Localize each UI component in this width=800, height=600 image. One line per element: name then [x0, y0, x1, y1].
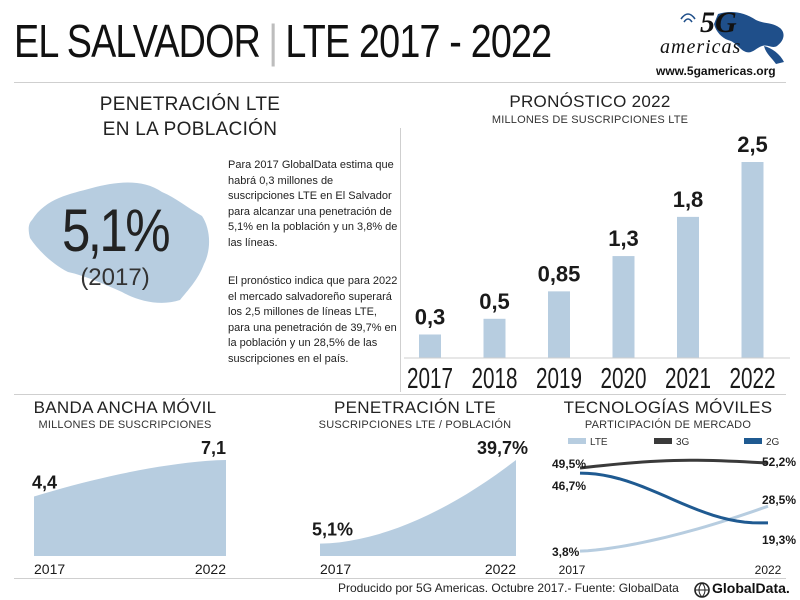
bar-2018	[483, 318, 506, 358]
forecast-title: PRONÓSTICO 2022	[509, 92, 671, 111]
broadband-end-label: 7,1	[201, 438, 226, 458]
series-line-LTE	[579, 504, 769, 553]
broadband-title: BANDA ANCHA MÓVIL	[33, 398, 217, 417]
lte-penetration-area-chart: 5,1% 39,7% 2017 2022	[312, 438, 528, 577]
paragraph-1: Para 2017 GlobalData estima que habrá 0,…	[228, 159, 398, 249]
series-line-2G	[579, 471, 768, 525]
broadband-subtitle: MILLONES DE SUSCRIPCIONES	[38, 419, 212, 431]
bar-label-2018: 0,5	[479, 289, 510, 314]
bar-2022	[741, 162, 764, 358]
globaldata-logo-icon	[694, 582, 710, 598]
x-tick-2022: 2022	[730, 363, 776, 394]
legend-label-2G: 2G	[766, 437, 780, 448]
americas-map-icon	[680, 12, 784, 64]
legend-label-3G: 3G	[676, 437, 690, 448]
x-tick-2019: 2019	[536, 363, 582, 394]
bar-label-2017: 0,3	[415, 304, 446, 329]
panel-divider-vertical	[400, 128, 401, 392]
penetration-title: PENETRACIÓN LTE EN LA POBLACIÓN	[60, 92, 320, 142]
legend-swatch-3G	[654, 438, 672, 444]
bar-2019	[548, 291, 570, 358]
logo-word: americas	[660, 36, 742, 58]
lte-penetration-x-start: 2017	[320, 561, 351, 577]
broadband-area	[34, 460, 226, 556]
penetration-title-line1: PENETRACIÓN LTE	[99, 94, 281, 115]
label-2G-start: 46,7%	[552, 479, 586, 493]
bar-label-2022: 2,5	[737, 132, 768, 157]
bar-2017	[419, 334, 441, 358]
lte-penetration-area	[320, 460, 516, 556]
x-tick-2020: 2020	[601, 363, 647, 394]
country-title: EL SALVADOR	[14, 15, 261, 67]
line-x-end: 2022	[755, 563, 782, 577]
broadband-x-end: 2022	[195, 561, 226, 577]
bar-label-2020: 1,3	[608, 226, 639, 251]
legend-label-LTE: LTE	[590, 437, 608, 448]
broadband-x-start: 2017	[34, 561, 65, 577]
label-3G-start: 49,5%	[552, 457, 586, 471]
series-line-3G	[579, 458, 769, 470]
bar-2021	[677, 216, 699, 358]
forecast-bar-chart: 0,3 2017 0,5 2018 0,85 2019 1,3 2020 1,8 2021 2,5 2…	[404, 132, 790, 394]
tech-title: TECNOLOGÍAS MÓVILES	[563, 398, 773, 417]
label-LTE-end: 28,5%	[762, 493, 796, 507]
section-divider	[14, 394, 786, 395]
header-divider	[14, 82, 786, 83]
footer-brand: GlobalData.	[712, 580, 790, 596]
footer-divider	[14, 578, 786, 579]
label-2G-end: 19,3%	[762, 533, 796, 547]
tech-line-chart: LTE 3G 2G 49,5% 52,2% 46,7% 19,3% 3,8% 28,5% 2017…	[552, 437, 796, 577]
broadband-start-label: 4,4	[32, 473, 57, 493]
lte-penetration-start-label: 5,1%	[312, 520, 353, 540]
footer-credit: Producido por 5G Americas. Octubre 2017.…	[338, 581, 679, 595]
bar-label-2019: 0,85	[538, 261, 581, 286]
legend-swatch-LTE	[568, 438, 586, 444]
penetration-title-line2: EN LA POBLACIÓN	[102, 119, 278, 140]
subtitle-title: LTE 2017 - 2022	[285, 15, 552, 67]
title-separator: |	[268, 15, 278, 67]
forecast-subtitle: MILLONES DE SUSCRIPCIONES LTE	[491, 114, 689, 126]
bar-label-2021: 1,8	[673, 187, 704, 212]
label-LTE-start: 3,8%	[552, 545, 580, 559]
legend-swatch-2G	[744, 438, 762, 444]
x-tick-2018: 2018	[472, 363, 518, 394]
broadband-area-chart: 4,4 7,1 2017 2022	[32, 438, 226, 577]
logo-5g: 5G	[700, 6, 737, 39]
page-title: EL SALVADOR | LTE 2017 - 2022	[14, 14, 552, 68]
website-url: www.5gamericas.org	[656, 64, 776, 78]
el-salvador-map	[28, 182, 210, 303]
x-tick-2021: 2021	[665, 363, 711, 394]
tech-subtitle: PARTICIPACIÓN DE MERCADO	[584, 419, 752, 431]
bar-2020	[612, 256, 635, 358]
paragraph-2: El pronóstico indica que para 2022 el me…	[228, 275, 398, 365]
lte-penetration-title: PENETRACIÓN LTE	[334, 398, 496, 417]
penetration-year: (2017)	[80, 264, 150, 291]
lte-penetration-end-label: 39,7%	[477, 438, 528, 458]
penetration-value: 5,1%	[61, 197, 171, 264]
x-tick-2017: 2017	[407, 363, 453, 394]
label-3G-end: 52,2%	[762, 455, 796, 469]
lte-penetration-subtitle: SUSCRIPCIONES LTE / POBLACIÓN	[318, 419, 512, 431]
lte-penetration-x-end: 2022	[485, 561, 516, 577]
line-x-start: 2017	[559, 563, 586, 577]
